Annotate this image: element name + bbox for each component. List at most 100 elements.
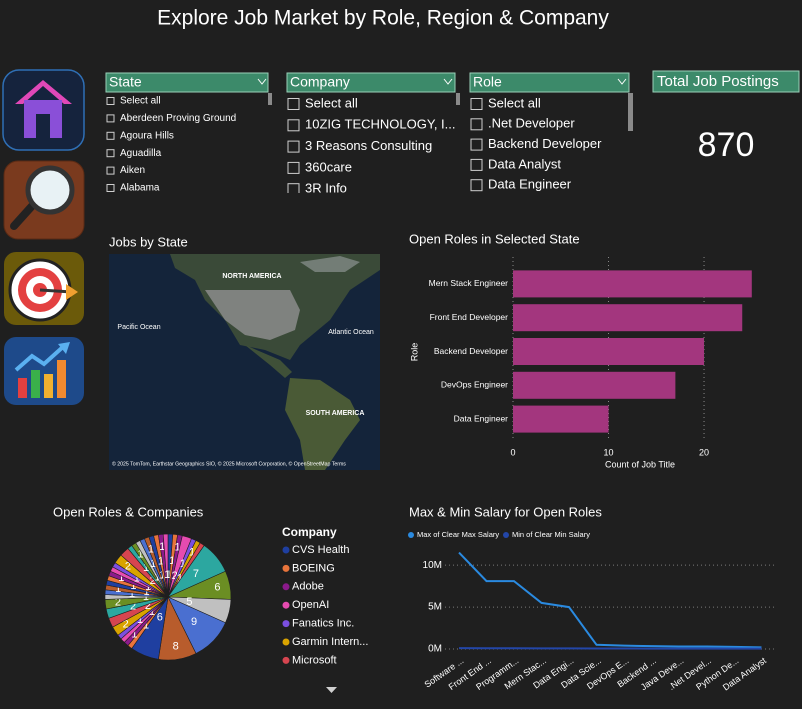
legend-label[interactable]: OpenAI: [292, 599, 329, 611]
nav-analytics[interactable]: [4, 337, 84, 405]
slice-label: 1: [130, 580, 136, 592]
checkbox[interactable]: [106, 149, 115, 158]
card-header: [652, 70, 800, 93]
legend-marker: [282, 620, 290, 628]
slicer-item[interactable]: Aiken: [120, 165, 145, 176]
y-tick-label: Data Engineer: [454, 413, 509, 423]
slicer-role[interactable]: [469, 72, 633, 131]
map: [109, 254, 380, 470]
page-title: Explore Job Market by Role, Region & Com…: [157, 7, 609, 30]
legend-label[interactable]: Adobe: [292, 581, 324, 593]
legend-label[interactable]: Garmin Intern...: [292, 636, 368, 648]
y-tick-label: Mern Stack Engineer: [429, 278, 509, 288]
slice-label: 2: [130, 601, 136, 613]
checkbox[interactable]: [287, 98, 300, 110]
slicer-item[interactable]: .Net Developer: [488, 116, 575, 131]
slicer-list: Select all 10ZIG TECHNOLOGY, I... 3 Reason…: [287, 95, 456, 196]
checkbox[interactable]: [287, 119, 300, 132]
checkbox[interactable]: [106, 131, 115, 140]
checkbox[interactable]: [106, 166, 115, 175]
slicer-title: Role: [473, 74, 502, 90]
slicer-item[interactable]: Select all: [305, 95, 358, 110]
line-series[interactable]: [458, 551, 762, 649]
bar[interactable]: [513, 405, 609, 433]
slice-label: 1: [189, 547, 195, 559]
bar[interactable]: [513, 270, 752, 298]
checkbox[interactable]: [470, 98, 483, 110]
legend-marker: [408, 532, 414, 538]
slice-label: 1: [177, 572, 183, 584]
slicer-item[interactable]: Select all: [120, 96, 161, 107]
slice-label: 1: [118, 572, 124, 584]
nav-home[interactable]: [2, 69, 85, 151]
slicer-company[interactable]: [286, 72, 460, 105]
legend-label[interactable]: BOEING: [292, 562, 335, 574]
slicer-item[interactable]: 10ZIG TECHNOLOGY, I...: [305, 117, 456, 132]
legend-label[interactable]: Min of Clear Min Salary: [512, 530, 590, 539]
checkbox[interactable]: [470, 179, 483, 192]
slicer-item[interactable]: 3 Reasons Consulting: [305, 138, 432, 153]
checkbox[interactable]: [106, 184, 115, 192]
card-title: Total Job Postings: [657, 73, 779, 90]
slice-label: 5: [186, 596, 192, 608]
y-tick-label: DevOps Engineer: [441, 380, 508, 390]
map-label: SOUTH AMERICA: [306, 410, 365, 417]
map-title: Jobs by State: [109, 234, 188, 249]
bar[interactable]: [513, 338, 705, 365]
legend-label[interactable]: Max of Clear Max Salary: [417, 530, 499, 539]
slicer-item[interactable]: Aguadilla: [120, 148, 162, 159]
checkbox[interactable]: [106, 97, 115, 105]
nav-target[interactable]: [4, 252, 84, 325]
checkbox[interactable]: [287, 183, 300, 195]
legend-title: Company: [282, 525, 337, 539]
slice-label: 1: [150, 558, 156, 570]
legend-label[interactable]: Microsoft: [292, 654, 337, 666]
slice-label: 1: [175, 541, 181, 553]
pie-slice[interactable]: [162, 533, 169, 598]
bar[interactable]: [513, 304, 743, 332]
slice-label: 6: [214, 581, 220, 593]
legend-marker: [282, 546, 290, 554]
legend-label[interactable]: Fanatics Inc.: [292, 618, 354, 630]
map-label: NORTH AMERICA: [222, 273, 281, 280]
legend-label[interactable]: CVS Health: [292, 544, 349, 556]
line-series[interactable]: [458, 647, 762, 650]
checkbox[interactable]: [470, 158, 483, 171]
slicer-item[interactable]: Backend Developer: [488, 136, 602, 151]
slice-label: 2: [150, 575, 156, 587]
slicer-state[interactable]: [105, 72, 272, 105]
slicer-item[interactable]: 360care: [305, 159, 352, 174]
nav-search[interactable]: [3, 160, 85, 240]
legend-marker: [282, 638, 290, 646]
slice-label: 1: [159, 541, 165, 553]
slice-label: 2: [123, 618, 129, 630]
slicer-item[interactable]: Data Analyst: [488, 156, 561, 171]
y-tick-label: Backend Developer: [434, 346, 508, 356]
slicer-item[interactable]: Alabama: [120, 183, 160, 194]
checkbox[interactable]: [470, 118, 483, 131]
slicer-item[interactable]: Agoura Hills: [120, 130, 174, 141]
legend-scroll[interactable]: [326, 687, 337, 693]
checkbox[interactable]: [470, 138, 483, 151]
slice-label: 2: [145, 600, 151, 612]
slicer-item[interactable]: 3R Info: [305, 181, 347, 196]
checkbox[interactable]: [287, 161, 300, 174]
slicer-item[interactable]: Aberdeen Proving Ground: [120, 113, 236, 124]
slice-label: 8: [173, 641, 179, 653]
bar[interactable]: [513, 371, 676, 399]
slice-label: 1: [149, 606, 155, 618]
slicer-title: Company: [290, 74, 350, 90]
x-tick-label: 0: [510, 447, 515, 457]
slice-label: 1: [143, 620, 149, 632]
slice-label: 1: [164, 569, 170, 581]
slicer-item[interactable]: Data Engineer: [488, 177, 572, 192]
map-attribution: © 2025 TomTom, Earthstar Geographics SIO…: [112, 460, 346, 467]
slicer-item[interactable]: Select all: [488, 95, 541, 110]
checkbox[interactable]: [106, 114, 115, 123]
checkbox[interactable]: [287, 140, 300, 153]
slice-label: 1: [115, 583, 121, 595]
slice-label: 7: [193, 568, 199, 580]
slice-label: 1: [145, 581, 151, 593]
slice-label: 1: [148, 543, 154, 555]
